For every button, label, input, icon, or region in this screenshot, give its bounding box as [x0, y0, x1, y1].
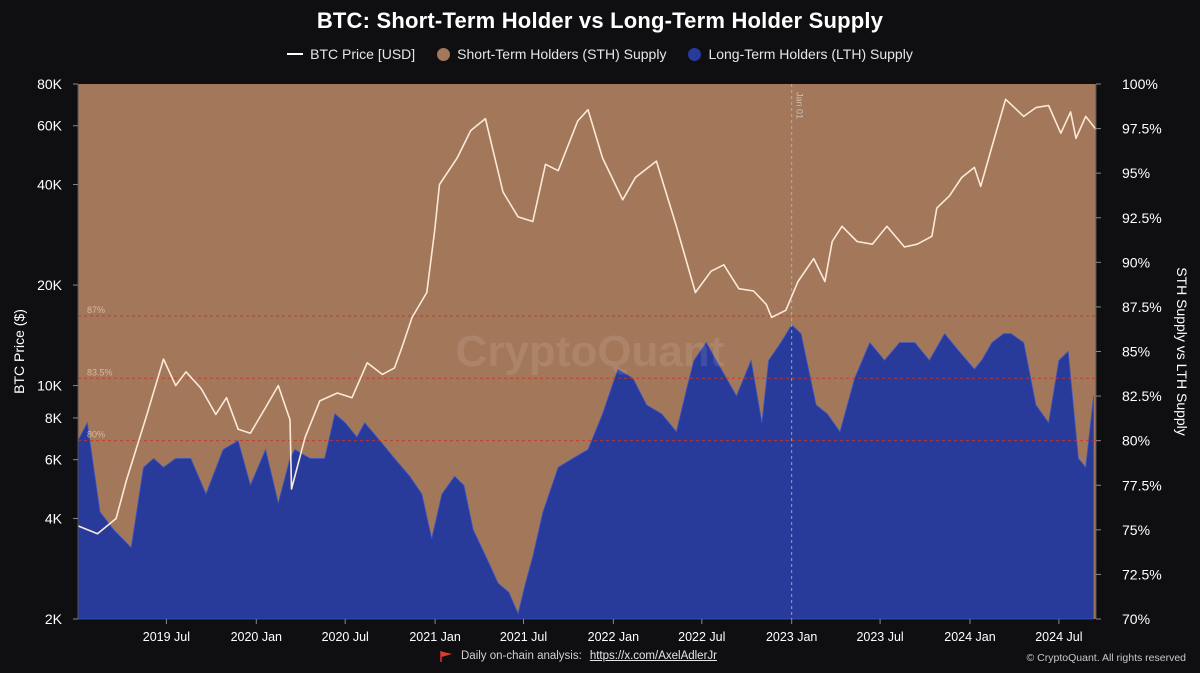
reference-line-label: 80% [87, 430, 105, 440]
left-tick-label: 10K [37, 378, 63, 394]
x-tick-label: 2023 Jan [766, 630, 817, 644]
x-tick-label: 2019 Jul [143, 630, 190, 644]
copyright-text: © CryptoQuant. All rights reserved [1026, 652, 1186, 664]
x-tick-label: 2020 Jan [231, 630, 282, 644]
x-tick-label: 2024 Jan [944, 630, 995, 644]
right-tick-label: 92.5% [1122, 210, 1162, 226]
legend-dot-marker [437, 47, 451, 61]
footer-attribution: Daily on-chain analysis: https://x.com/A… [440, 650, 717, 662]
right-tick-label: 90% [1122, 254, 1150, 270]
right-tick-label: 100% [1122, 76, 1158, 92]
lth-supply-area [77, 324, 1094, 620]
right-tick-label: 97.5% [1122, 121, 1162, 137]
right-tick-label: 85% [1122, 344, 1150, 360]
watermark: CryptoQuant [456, 327, 725, 376]
legend-line-marker [287, 53, 304, 55]
legend-item-lth[interactable]: Long-Term Holders (LTH) Supply [688, 46, 913, 62]
left-tick-label: 20K [37, 277, 63, 293]
right-tick-label: 87.5% [1122, 299, 1162, 315]
x-tick-label: 2023 Jul [856, 630, 903, 644]
x-tick-label: 2022 Jul [678, 630, 725, 644]
right-axis-title: STH Supply vs LTH Supply [1174, 267, 1190, 436]
reference-line-label: 87% [87, 305, 105, 315]
left-tick-label: 6K [45, 452, 63, 468]
left-tick-label: 80K [37, 76, 63, 92]
price-line [77, 98, 1097, 535]
left-tick-label: 60K [37, 118, 63, 134]
left-tick-label: 40K [37, 177, 63, 193]
right-tick-label: 70% [1122, 611, 1150, 627]
right-tick-label: 77.5% [1122, 477, 1162, 493]
vertical-marker-label: Jan 01 [795, 92, 805, 119]
x-tick-label: 2020 Jul [322, 630, 369, 644]
left-axis-title: BTC Price ($) [11, 309, 27, 394]
right-tick-label: 72.5% [1122, 566, 1162, 582]
left-tick-label: 8K [45, 410, 63, 426]
right-tick-label: 95% [1122, 165, 1150, 181]
reference-line-label: 83.5% [87, 367, 113, 377]
x-tick-label: 2021 Jul [500, 630, 547, 644]
legend-label-price: BTC Price [USD] [310, 46, 416, 62]
footer-text: Daily on-chain analysis: [461, 650, 582, 662]
legend-label-lth: Long-Term Holders (LTH) Supply [708, 46, 913, 62]
legend-item-sth[interactable]: Short-Term Holders (STH) Supply [437, 46, 666, 62]
footer-link[interactable]: https://x.com/AxelAdlerJr [589, 650, 717, 662]
chart-title: BTC: Short-Term Holder vs Long-Term Hold… [316, 8, 884, 33]
left-tick-label: 4K [45, 510, 63, 526]
right-tick-label: 82.5% [1122, 388, 1162, 404]
legend-item-price[interactable]: BTC Price [USD] [287, 46, 415, 62]
right-tick-label: 80% [1122, 433, 1150, 449]
legend-label-sth: Short-Term Holders (STH) Supply [457, 46, 667, 62]
legend: BTC Price [USD] Short-Term Holders (STH)… [0, 46, 1200, 62]
x-tick-label: 2021 Jan [409, 630, 460, 644]
legend-dot-marker [688, 47, 702, 61]
flag-icon [440, 650, 452, 662]
left-tick-label: 2K [45, 611, 63, 627]
x-tick-label: 2022 Jan [588, 630, 639, 644]
right-tick-label: 75% [1122, 522, 1150, 538]
x-tick-label: 2024 Jul [1035, 630, 1082, 644]
